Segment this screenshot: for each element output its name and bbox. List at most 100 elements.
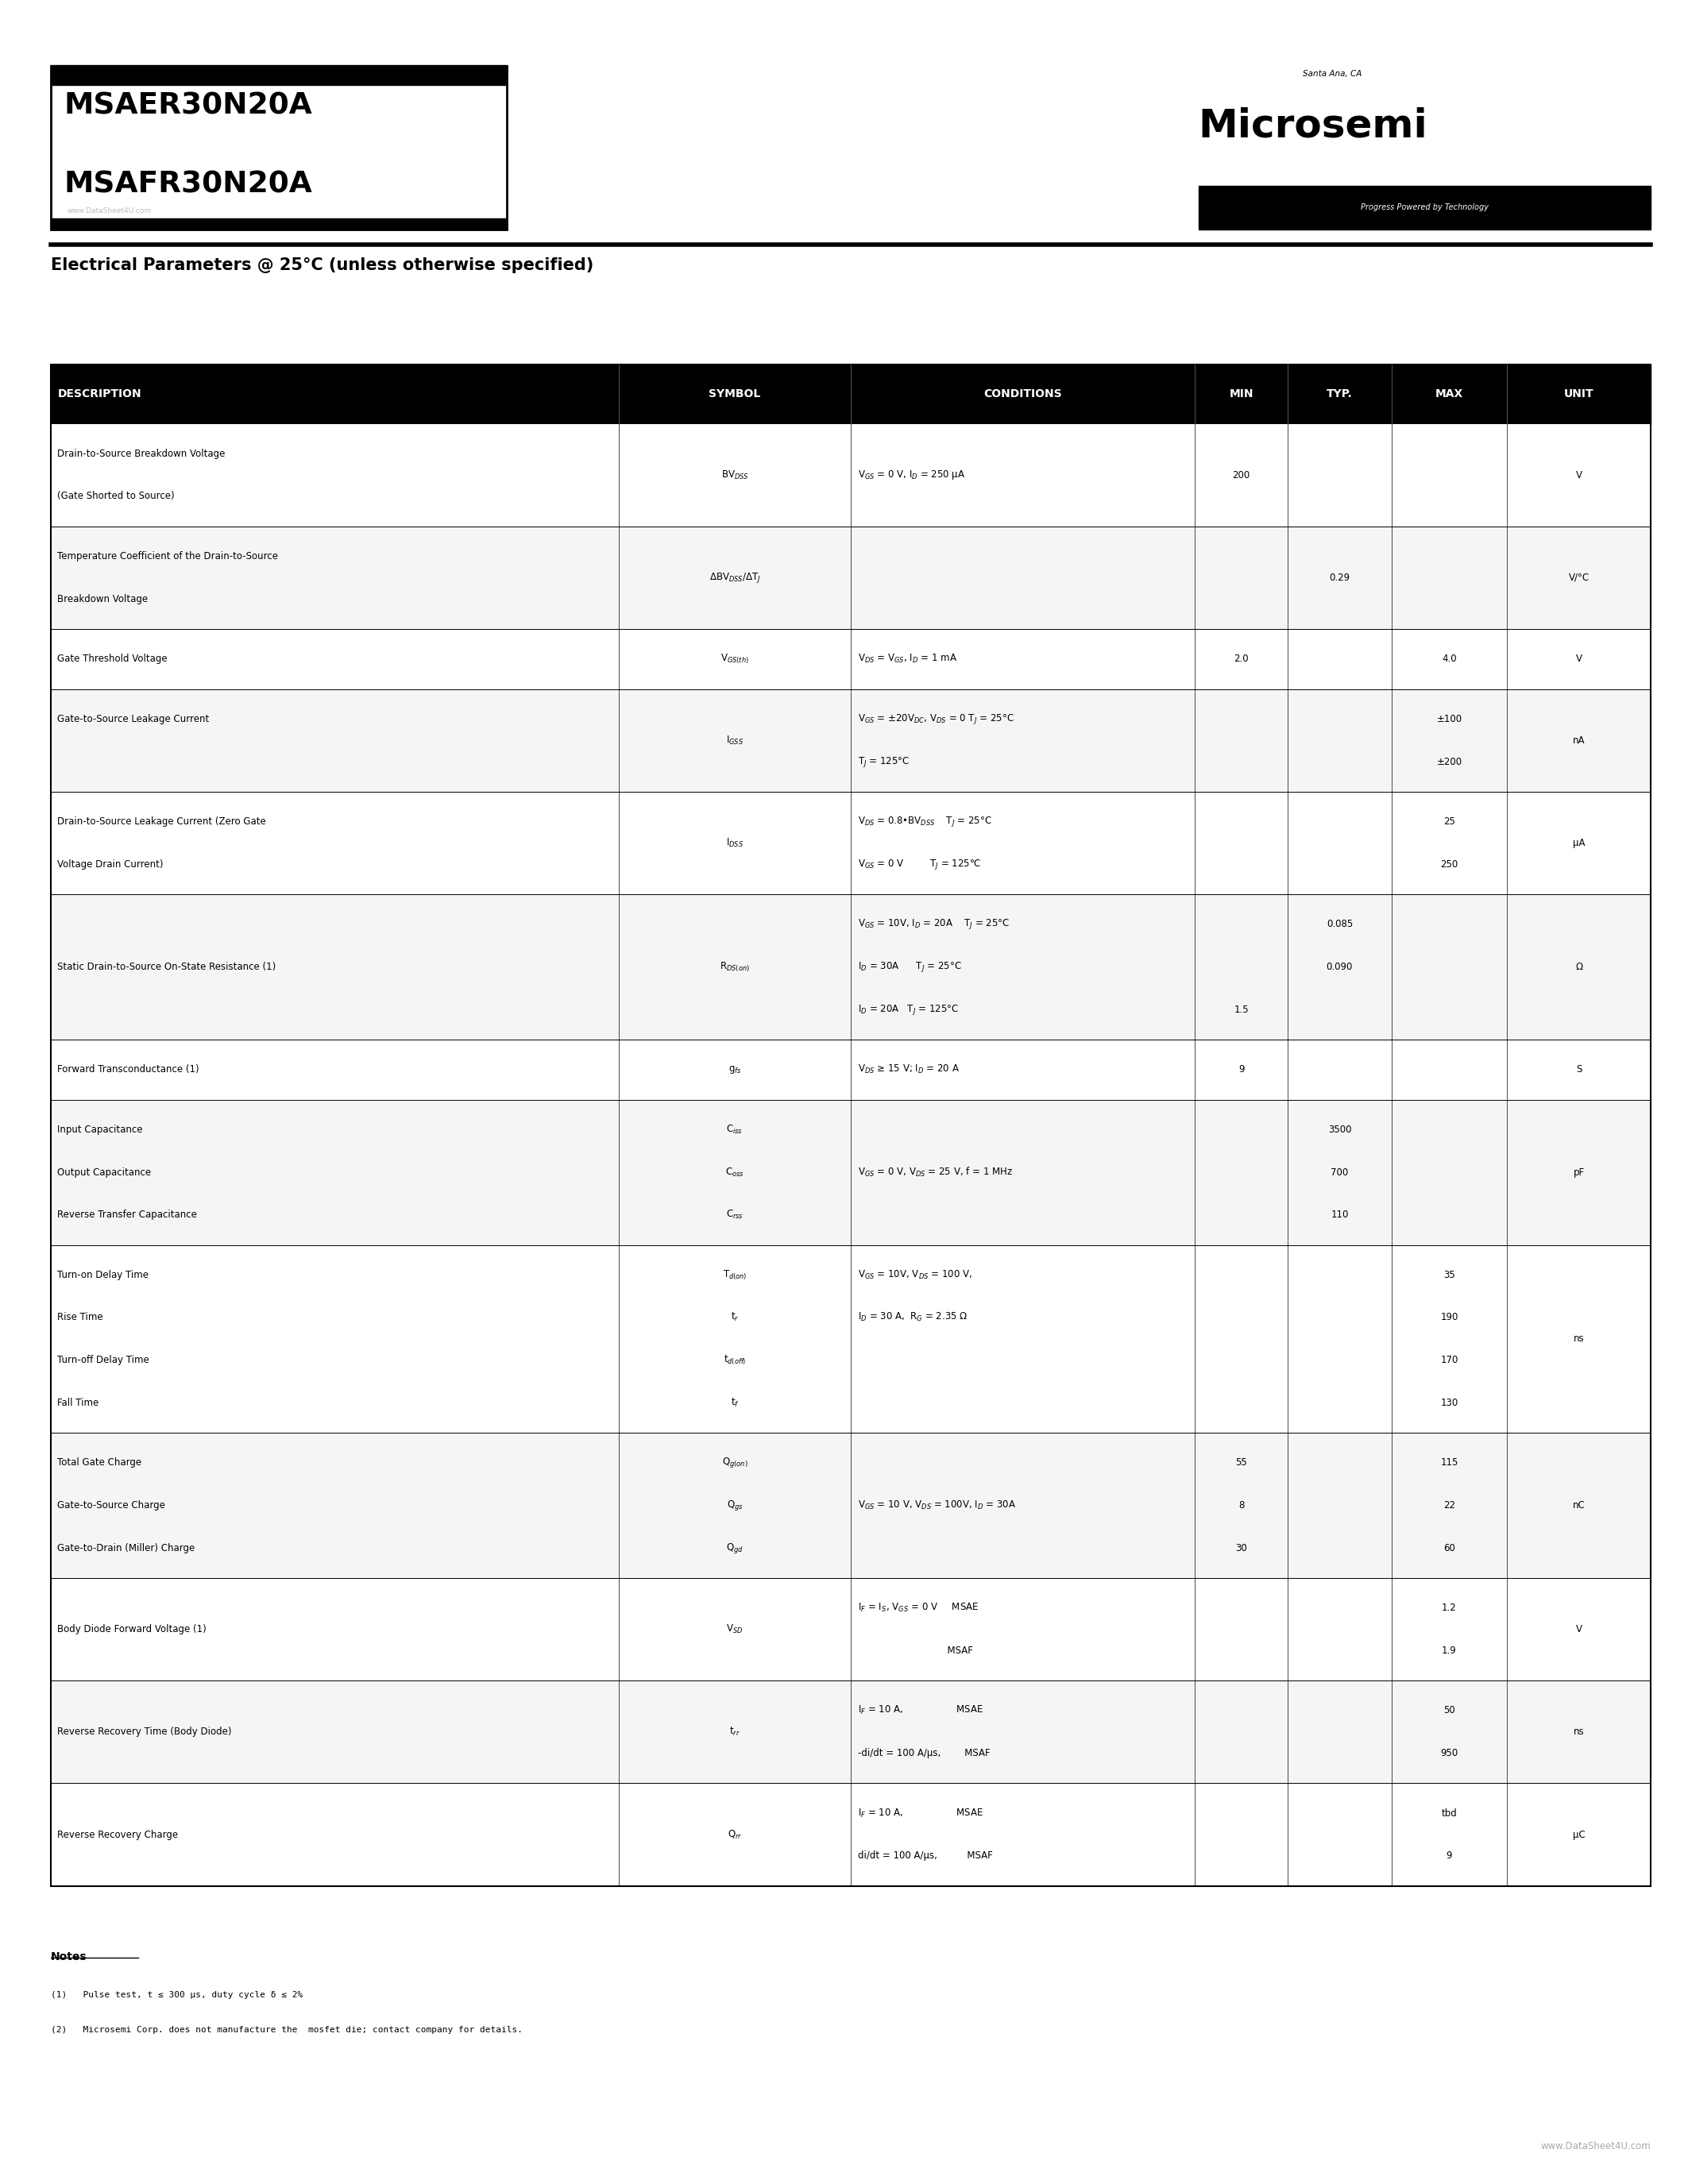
Text: 1.5: 1.5 — [1234, 1005, 1249, 1016]
Text: Gate Threshold Voltage: Gate Threshold Voltage — [57, 653, 167, 664]
Text: Notes: Notes — [51, 1952, 86, 1963]
Bar — [51, 1101, 1651, 1245]
Text: Progress Powered by Technology: Progress Powered by Technology — [1361, 203, 1489, 212]
Text: 4.0: 4.0 — [1442, 653, 1457, 664]
Text: t$_r$: t$_r$ — [731, 1313, 739, 1324]
Text: 60: 60 — [1443, 1542, 1455, 1553]
Text: V$_{GS}$ = 0 V         T$_J$ = 125°C: V$_{GS}$ = 0 V T$_J$ = 125°C — [858, 858, 981, 871]
Text: I$_D$ = 20A   T$_J$ = 125°C: I$_D$ = 20A T$_J$ = 125°C — [858, 1002, 959, 1016]
Text: V$_{SD}$: V$_{SD}$ — [726, 1623, 743, 1636]
Text: Q$_{gs}$: Q$_{gs}$ — [726, 1498, 743, 1511]
Text: V$_{GS}$ = 10V, V$_{DS}$ = 100 V,: V$_{GS}$ = 10V, V$_{DS}$ = 100 V, — [858, 1269, 972, 1280]
Bar — [51, 690, 1651, 793]
Text: 170: 170 — [1440, 1354, 1458, 1365]
Text: Breakdown Voltage: Breakdown Voltage — [57, 594, 149, 605]
Text: 700: 700 — [1330, 1166, 1349, 1177]
Text: Reverse Recovery Charge: Reverse Recovery Charge — [57, 1830, 179, 1839]
Text: Turn-off Delay Time: Turn-off Delay Time — [57, 1354, 149, 1365]
Text: Drain-to-Source Leakage Current (Zero Gate: Drain-to-Source Leakage Current (Zero Ga… — [57, 817, 267, 828]
Bar — [51, 629, 1651, 690]
Text: -di/dt = 100 A/μs,        MSAF: -di/dt = 100 A/μs, MSAF — [858, 1747, 989, 1758]
Text: t$_{d(off)}$: t$_{d(off)}$ — [724, 1354, 746, 1367]
Text: V$_{GS}$ = ±20V$_{DC}$, V$_{DS}$ = 0 T$_J$ = 25°C: V$_{GS}$ = ±20V$_{DC}$, V$_{DS}$ = 0 T$_… — [858, 712, 1014, 725]
Text: V$_{GS}$ = 0 V, I$_D$ = 250 μA: V$_{GS}$ = 0 V, I$_D$ = 250 μA — [858, 470, 966, 480]
Text: I$_D$ = 30 A,  R$_G$ = 2.35 Ω: I$_D$ = 30 A, R$_G$ = 2.35 Ω — [858, 1313, 967, 1324]
Text: I$_D$ = 30A      T$_J$ = 25°C: I$_D$ = 30A T$_J$ = 25°C — [858, 961, 962, 974]
Text: C$_{rss}$: C$_{rss}$ — [726, 1210, 743, 1221]
Text: V$_{GS}$ = 10 V, V$_{DS}$ = 100V, I$_D$ = 30A: V$_{GS}$ = 10 V, V$_{DS}$ = 100V, I$_D$ … — [858, 1500, 1016, 1511]
Text: T$_{d(on)}$: T$_{d(on)}$ — [722, 1269, 746, 1282]
Text: Input Capacitance: Input Capacitance — [57, 1125, 143, 1136]
Text: I$_{DSS}$: I$_{DSS}$ — [726, 836, 743, 850]
Bar — [51, 365, 1651, 424]
Text: V$_{GS(th)}$: V$_{GS(th)}$ — [721, 653, 749, 666]
Text: CONDITIONS: CONDITIONS — [984, 389, 1062, 400]
Text: Fall Time: Fall Time — [57, 1398, 100, 1409]
Text: V$_{DS}$ ≥ 15 V; I$_D$ = 20 A: V$_{DS}$ ≥ 15 V; I$_D$ = 20 A — [858, 1064, 959, 1075]
Text: V/°C: V/°C — [1568, 572, 1588, 583]
Text: BV$_{DSS}$: BV$_{DSS}$ — [721, 470, 748, 480]
Text: TYP.: TYP. — [1327, 389, 1352, 400]
Text: 0.090: 0.090 — [1327, 961, 1352, 972]
Text: Ω: Ω — [1575, 961, 1582, 972]
Text: Body Diode Forward Voltage (1): Body Diode Forward Voltage (1) — [57, 1625, 206, 1634]
Text: μA: μA — [1573, 839, 1585, 847]
Text: 190: 190 — [1440, 1313, 1458, 1324]
Text: (2)   Microsemi Corp. does not manufacture the  mosfet die; contact company for : (2) Microsemi Corp. does not manufacture… — [51, 2027, 523, 2033]
Text: Q$_{rr}$: Q$_{rr}$ — [728, 1828, 743, 1841]
Text: 250: 250 — [1440, 858, 1458, 869]
Text: 22: 22 — [1443, 1500, 1455, 1511]
Bar — [51, 66, 506, 229]
Text: V: V — [1575, 1625, 1582, 1634]
Text: μC: μC — [1573, 1830, 1585, 1839]
Text: Rise Time: Rise Time — [57, 1313, 103, 1324]
Text: Forward Transconductance (1): Forward Transconductance (1) — [57, 1064, 199, 1075]
Bar — [51, 793, 1651, 895]
Text: 2.0: 2.0 — [1234, 653, 1249, 664]
Text: Drain-to-Source Breakdown Voltage: Drain-to-Source Breakdown Voltage — [57, 448, 225, 459]
Text: V: V — [1575, 470, 1582, 480]
Text: 1.2: 1.2 — [1442, 1603, 1457, 1614]
Text: Reverse Transfer Capacitance: Reverse Transfer Capacitance — [57, 1210, 197, 1221]
Text: I$_F$ = 10 A,                  MSAE: I$_F$ = 10 A, MSAE — [858, 1808, 982, 1819]
Text: 55: 55 — [1236, 1457, 1247, 1468]
Bar — [51, 1682, 1651, 1784]
Text: I$_F$ = 10 A,                  MSAE: I$_F$ = 10 A, MSAE — [858, 1706, 982, 1717]
Text: Total Gate Charge: Total Gate Charge — [57, 1457, 142, 1468]
Text: Gate-to-Source Charge: Gate-to-Source Charge — [57, 1500, 165, 1511]
Text: www.DataSheet4U.com: www.DataSheet4U.com — [1541, 2140, 1651, 2151]
Text: 0.29: 0.29 — [1328, 572, 1350, 583]
Text: 3500: 3500 — [1328, 1125, 1352, 1136]
Text: ns: ns — [1573, 1728, 1585, 1736]
Text: 110: 110 — [1330, 1210, 1349, 1221]
Text: Temperature Coefficient of the Drain-to-Source: Temperature Coefficient of the Drain-to-… — [57, 550, 279, 561]
Text: MIN: MIN — [1229, 389, 1252, 400]
Text: 9: 9 — [1447, 1850, 1452, 1861]
Text: 950: 950 — [1440, 1747, 1458, 1758]
Text: (Gate Shorted to Source): (Gate Shorted to Source) — [57, 491, 174, 502]
Text: ns: ns — [1573, 1334, 1585, 1343]
Text: ±100: ±100 — [1436, 714, 1462, 725]
Bar — [51, 1579, 1651, 1682]
Text: Gate-to-Source Leakage Current: Gate-to-Source Leakage Current — [57, 714, 209, 725]
Text: Output Capacitance: Output Capacitance — [57, 1166, 152, 1177]
Text: Q$_{gd}$: Q$_{gd}$ — [726, 1542, 743, 1555]
Text: 1.9: 1.9 — [1442, 1645, 1457, 1655]
Text: I$_F$ = I$_S$, V$_{GS}$ = 0 V     MSAE: I$_F$ = I$_S$, V$_{GS}$ = 0 V MSAE — [858, 1603, 979, 1614]
Bar — [51, 365, 1651, 1887]
Text: V: V — [1575, 653, 1582, 664]
Bar — [51, 1433, 1651, 1579]
Text: t$_f$: t$_f$ — [731, 1398, 739, 1409]
Text: Voltage Drain Current): Voltage Drain Current) — [57, 858, 164, 869]
Text: MSAF: MSAF — [858, 1645, 972, 1655]
Text: S: S — [1577, 1064, 1582, 1075]
Text: 130: 130 — [1440, 1398, 1458, 1409]
Text: V$_{DS}$ = 0.8•BV$_{DSS}$    T$_J$ = 25°C: V$_{DS}$ = 0.8•BV$_{DSS}$ T$_J$ = 25°C — [858, 815, 991, 828]
Text: g$_{fs}$: g$_{fs}$ — [728, 1064, 741, 1075]
Text: 115: 115 — [1440, 1457, 1458, 1468]
Text: ΔBV$_{DSS}$/ΔT$_J$: ΔBV$_{DSS}$/ΔT$_J$ — [709, 570, 761, 585]
Text: nC: nC — [1573, 1500, 1585, 1511]
Text: V$_{DS}$ = V$_{GS}$, I$_D$ = 1 mA: V$_{DS}$ = V$_{GS}$, I$_D$ = 1 mA — [858, 653, 957, 664]
Text: (1)   Pulse test, t ≤ 300 μs, duty cycle δ ≤ 2%: (1) Pulse test, t ≤ 300 μs, duty cycle δ… — [51, 1992, 302, 1998]
Text: 0.085: 0.085 — [1327, 919, 1352, 930]
